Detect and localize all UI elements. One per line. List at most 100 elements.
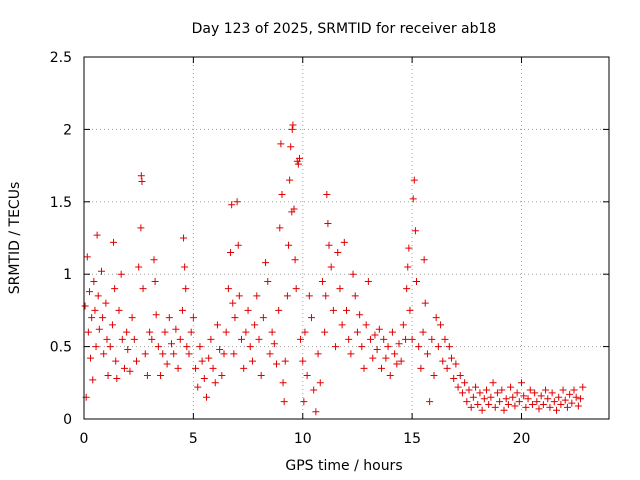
data-point xyxy=(382,354,390,362)
data-point xyxy=(553,406,560,414)
data-point xyxy=(242,328,250,336)
data-point xyxy=(251,321,259,329)
data-point xyxy=(268,328,276,336)
data-point xyxy=(356,311,364,319)
data-point xyxy=(349,270,357,278)
data-point xyxy=(336,285,344,293)
data-point xyxy=(351,292,359,300)
data-point xyxy=(327,263,335,271)
data-point xyxy=(568,399,576,407)
data-point xyxy=(329,306,337,314)
data-point xyxy=(493,389,501,397)
data-point xyxy=(176,335,184,343)
data-point xyxy=(483,386,490,394)
data-point xyxy=(373,345,381,353)
data-point xyxy=(178,306,186,314)
x-tick-label: 5 xyxy=(189,431,198,447)
data-point xyxy=(515,398,523,406)
data-point xyxy=(148,335,156,343)
data-point xyxy=(419,328,427,336)
data-point xyxy=(520,392,528,400)
data-point xyxy=(343,306,350,314)
data-point xyxy=(295,154,303,162)
data-point xyxy=(312,408,320,416)
data-point xyxy=(526,386,534,394)
data-point xyxy=(181,263,189,271)
data-point xyxy=(388,328,396,336)
data-point xyxy=(467,403,475,411)
data-point xyxy=(550,398,558,406)
data-point xyxy=(85,288,93,296)
data-point xyxy=(288,125,296,133)
data-point xyxy=(233,198,241,206)
data-point xyxy=(240,364,248,372)
data-point xyxy=(546,403,554,411)
y-tick-label: 2 xyxy=(63,122,72,138)
plot-frame xyxy=(83,56,610,420)
data-point xyxy=(104,372,112,380)
data-point xyxy=(248,357,256,365)
data-point xyxy=(285,241,293,249)
data-point xyxy=(117,270,125,278)
data-point xyxy=(264,277,272,285)
data-point xyxy=(559,386,567,394)
data-point xyxy=(88,314,96,322)
data-point xyxy=(266,350,274,358)
data-point xyxy=(276,224,284,232)
data-point xyxy=(321,328,329,336)
data-point xyxy=(454,383,462,391)
data-point xyxy=(291,256,299,264)
data-point xyxy=(332,343,340,351)
data-point xyxy=(474,401,482,409)
data-point xyxy=(502,395,510,403)
data-point xyxy=(362,321,370,329)
data-point xyxy=(322,292,330,300)
data-point xyxy=(378,364,385,372)
data-point xyxy=(544,395,552,403)
data-point xyxy=(194,383,202,391)
data-point xyxy=(87,354,95,362)
data-point xyxy=(192,364,200,372)
data-point xyxy=(289,121,297,129)
data-point xyxy=(402,335,410,343)
data-point xyxy=(283,292,291,300)
data-point xyxy=(409,195,417,203)
data-point xyxy=(112,357,120,365)
data-point xyxy=(135,263,143,271)
data-point xyxy=(563,403,571,411)
data-point xyxy=(443,364,451,372)
data-point xyxy=(259,314,267,322)
data-point xyxy=(157,372,165,380)
data-point xyxy=(367,335,375,343)
data-point xyxy=(279,379,287,387)
data-point xyxy=(98,267,105,275)
data-point xyxy=(577,395,585,403)
data-point xyxy=(234,241,242,249)
data-point xyxy=(323,191,331,199)
data-point xyxy=(110,238,118,246)
data-point xyxy=(458,389,466,397)
axis-ticks: 0 5 10 15 20 0 0.5 1 1.5 2 2.5 xyxy=(50,50,609,447)
data-point xyxy=(415,343,423,351)
data-point xyxy=(411,227,419,235)
data-point xyxy=(235,292,243,300)
data-point xyxy=(185,350,193,358)
data-point xyxy=(228,201,236,209)
data-point xyxy=(83,253,91,261)
data-point xyxy=(417,364,425,372)
data-point xyxy=(430,372,438,380)
data-point xyxy=(300,398,308,406)
data-point xyxy=(500,406,508,414)
data-point xyxy=(303,372,311,380)
data-point xyxy=(450,374,458,382)
data-point xyxy=(478,406,486,414)
y-tick-label: 2.5 xyxy=(50,50,72,66)
data-point xyxy=(111,285,119,293)
data-point xyxy=(187,328,195,336)
x-tick-label: 10 xyxy=(294,431,312,447)
data-point xyxy=(537,392,545,400)
data-point xyxy=(196,343,204,351)
data-point xyxy=(294,160,302,168)
data-point xyxy=(531,389,539,397)
data-point xyxy=(231,314,239,322)
